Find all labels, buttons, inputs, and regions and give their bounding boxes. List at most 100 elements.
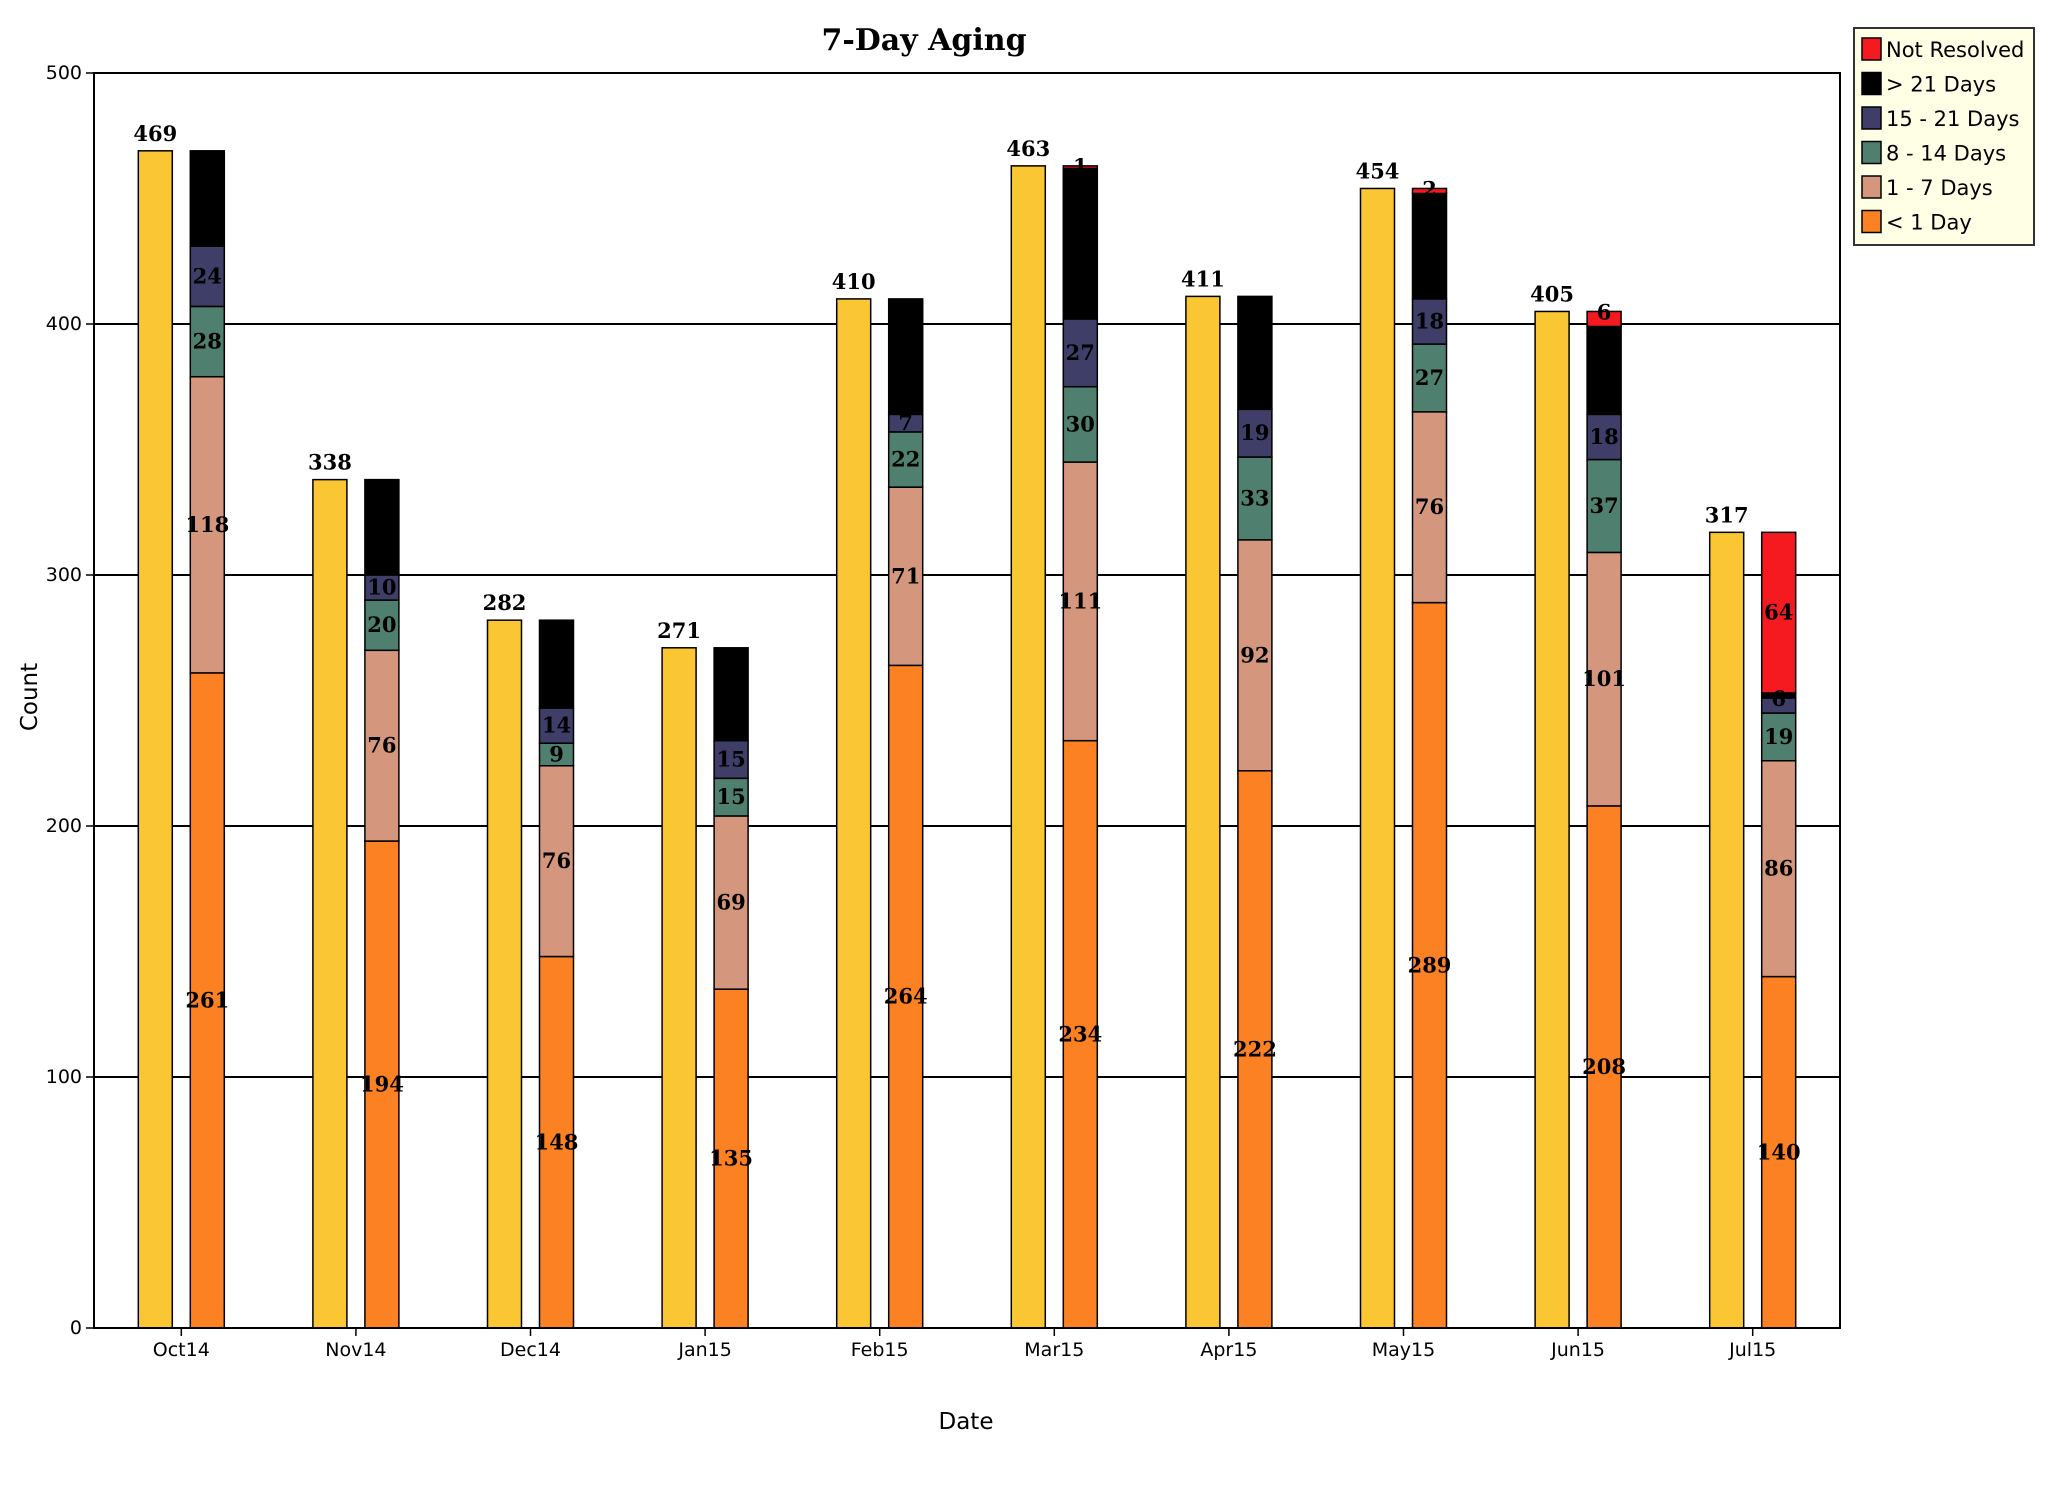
legend-swatch — [1861, 37, 1882, 61]
y-axis-title: Count — [17, 663, 43, 731]
segment-label: 289 — [1408, 952, 1452, 977]
bars — [137, 150, 1797, 1329]
stack-segment — [1237, 539, 1273, 772]
segment-label: 15 — [716, 784, 745, 809]
stack-segment — [364, 649, 400, 842]
plot-area — [94, 73, 1840, 1328]
stack-segment — [538, 619, 575, 709]
segment-label: 15 — [716, 746, 745, 771]
segment-label: 22 — [891, 447, 920, 472]
chart-title: 7-Day Aging — [821, 23, 1026, 58]
total-bar — [661, 647, 697, 1329]
segment-label: 1 — [1073, 154, 1088, 179]
plot-frame — [93, 72, 1841, 1329]
total-bar — [835, 298, 872, 1329]
stack-segment — [1411, 298, 1448, 345]
x-tick-label: Dec14 — [500, 1339, 561, 1361]
x-tick-label: May15 — [1372, 1339, 1435, 1361]
x-tick-label: Oct14 — [153, 1339, 210, 1361]
stack-segment — [1760, 759, 1797, 978]
gridlines — [94, 73, 1840, 1328]
legend-swatch — [1861, 209, 1882, 234]
stack-segment — [1237, 456, 1273, 541]
segment-label: 6 — [1597, 299, 1612, 324]
stack-segment — [1062, 739, 1099, 1329]
segment-label: 208 — [1582, 1054, 1626, 1079]
stack-segment — [1237, 770, 1273, 1329]
stack-segment — [189, 245, 226, 308]
segment-label: 148 — [535, 1129, 579, 1154]
stack-segment — [189, 305, 226, 378]
stack-segment — [364, 840, 400, 1329]
segment-label: 19 — [1764, 724, 1793, 749]
segment-label: 18 — [1415, 308, 1444, 333]
y-tick-label: 0 — [70, 1317, 82, 1339]
segment-label: 264 — [884, 984, 928, 1009]
segment-label: 69 — [716, 890, 745, 915]
axes: 0 100 200 300 400 500 Oct14 Nov14 Dec14 Jan15 Feb1… — [46, 62, 1841, 1361]
stack-segment — [1586, 413, 1622, 461]
segment-label: 71 — [891, 563, 920, 588]
stack-segment — [1411, 187, 1448, 195]
segment-label: 101 — [1582, 666, 1626, 691]
legend-label: 8 - 14 Days — [1886, 142, 2006, 166]
stack-segment — [887, 298, 924, 416]
stack-segment — [1760, 712, 1797, 762]
total-label: 463 — [1006, 136, 1050, 161]
legend-box — [1853, 27, 2035, 246]
data-labels: 4692611182824338194762010282148769142711… — [133, 121, 1800, 1171]
stack-segment — [538, 765, 575, 958]
stack-segment — [364, 574, 400, 601]
total-label: 282 — [483, 590, 527, 615]
total-bar — [1359, 187, 1396, 1329]
legend-label: 1 - 7 Days — [1886, 176, 1993, 200]
total-label: 405 — [1530, 281, 1574, 306]
segment-label: 76 — [1415, 494, 1444, 519]
x-tick-label: Feb15 — [851, 1339, 909, 1361]
total-label: 410 — [832, 269, 876, 294]
stack-segment — [364, 478, 400, 576]
segment-label: 92 — [1240, 642, 1269, 667]
total-label: 271 — [657, 618, 701, 643]
total-label: 338 — [308, 450, 352, 475]
segment-label: 6 — [1771, 686, 1786, 711]
x-axis-title: Date — [939, 1409, 994, 1435]
segment-label: 27 — [1066, 340, 1095, 365]
segment-label: 140 — [1757, 1139, 1801, 1164]
segment-label: 20 — [367, 612, 396, 637]
y-tick-label: 100 — [46, 1066, 82, 1088]
stack-segment — [1237, 295, 1273, 411]
stack-segment — [1062, 167, 1099, 320]
segment-label: 76 — [542, 848, 571, 873]
legend-swatch — [1861, 175, 1882, 199]
x-tick-label: Jul15 — [1728, 1339, 1776, 1361]
total-label: 411 — [1181, 266, 1225, 291]
total-bar — [1010, 165, 1047, 1329]
stack-segment — [1411, 343, 1448, 413]
total-label: 317 — [1705, 502, 1749, 527]
segment-label: 9 — [549, 741, 564, 766]
stack-segment — [538, 707, 575, 744]
segment-label: 14 — [542, 713, 571, 738]
legend-label: 15 - 21 Days — [1886, 107, 2019, 131]
segment-label: 37 — [1589, 493, 1618, 518]
segment-label: 28 — [193, 329, 222, 354]
segment-label: 64 — [1764, 600, 1793, 625]
stack-segment — [1062, 386, 1099, 463]
legend-label: > 21 Days — [1886, 73, 1996, 97]
y-tick-label: 400 — [46, 313, 82, 335]
segment-label: 2 — [1422, 176, 1437, 201]
stack-segment — [713, 815, 749, 990]
stack-segment — [713, 647, 749, 742]
total-bar — [486, 619, 523, 1329]
total-bar — [312, 478, 348, 1329]
stack-segment — [713, 777, 749, 817]
total-bar — [1708, 531, 1745, 1329]
stack-segment — [1062, 461, 1099, 742]
legend-swatch — [1861, 140, 1882, 165]
segment-label: 18 — [1589, 424, 1618, 449]
stack-segment — [1411, 192, 1448, 300]
x-tick-label: Apr15 — [1200, 1339, 1257, 1361]
